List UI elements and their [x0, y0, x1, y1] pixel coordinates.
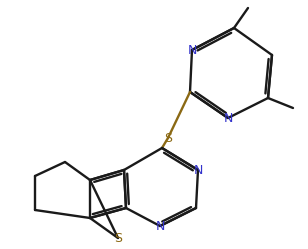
Text: N: N: [193, 164, 203, 177]
Text: N: N: [223, 112, 233, 124]
Text: S: S: [164, 131, 172, 144]
Text: N: N: [187, 44, 197, 57]
Text: N: N: [155, 220, 165, 233]
Text: S: S: [114, 232, 122, 245]
